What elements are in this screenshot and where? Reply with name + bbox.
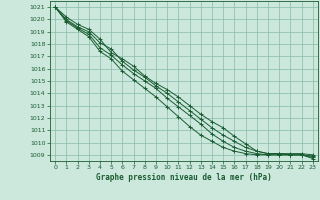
X-axis label: Graphe pression niveau de la mer (hPa): Graphe pression niveau de la mer (hPa) [96, 173, 272, 182]
